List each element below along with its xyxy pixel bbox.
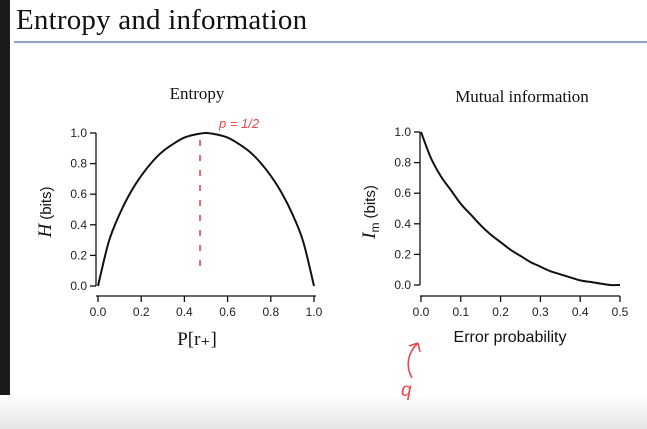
red-handwritten-annotation: p = 1/2 — [218, 116, 260, 131]
x-tick-label: 0.6 — [219, 305, 236, 319]
slide-title: Entropy and information — [16, 4, 308, 36]
entropy-chart: Entropy 0.00.20.40.60.81.0 0.0 0.2 0.4 0.6 0… — [35, 84, 323, 350]
y-tick-label: 0.2 — [394, 247, 411, 261]
y-tick-label: 0.0 — [394, 278, 411, 292]
y-tick-label: 0.6 — [394, 186, 411, 200]
x-tick-label: 0.0 — [413, 305, 430, 319]
x-tick-label: 0.5 — [612, 305, 629, 319]
entropy-x-axis: 0.0 0.2 0.4 0.6 0.8 1.0 — [90, 295, 323, 319]
y-tick-label: 0.4 — [70, 218, 87, 232]
y-tick-label: 0.6 — [70, 187, 87, 201]
x-tick-label: 0.2 — [492, 305, 509, 319]
mutual-info-x-axis-label: Error probability — [454, 329, 567, 346]
y-tick-label: 0.8 — [70, 157, 87, 171]
entropy-chart-title: Entropy — [170, 84, 225, 103]
mutual-info-x-axis: 0.0 0.1 0.2 0.3 0.4 0.5 — [413, 295, 629, 319]
bottom-shade — [0, 395, 647, 429]
mutual-info-chart-title: Mutual information — [455, 87, 589, 106]
x-tick-label: 0.8 — [262, 305, 279, 319]
entropy-y-axis-label: H(bits) — [35, 186, 56, 238]
y-tick-label: 1.0 — [394, 125, 411, 139]
entropy-series-line — [97, 131, 315, 287]
y-tick-label: 0.4 — [394, 217, 411, 231]
entropy-x-axis-label: P[r₊] — [177, 329, 217, 350]
red-handwritten-arrow — [407, 342, 421, 379]
mutual-info-y-axis-label: Im(bits) — [359, 185, 382, 240]
mutual-info-y-axis: 0.0 0.2 0.4 0.6 0.8 1.0 — [394, 125, 421, 292]
x-tick-label: 0.4 — [572, 305, 589, 319]
x-tick-label: 0.1 — [452, 305, 469, 319]
x-tick-label: 0.2 — [133, 305, 150, 319]
x-tick-label: 0.4 — [176, 305, 193, 319]
mutual-info-series-line — [420, 131, 621, 287]
title-underline — [14, 41, 647, 43]
entropy-y-axis: 0.0 0.2 0.4 0.6 0.8 1.0 — [70, 126, 97, 293]
y-tick-label: 0.2 — [70, 248, 87, 262]
y-tick-label: 1.0 — [70, 126, 87, 140]
x-tick-label: 0.0 — [90, 305, 107, 319]
y-tick-label: 0.8 — [394, 156, 411, 170]
window-left-edge — [0, 0, 10, 429]
mutual-info-chart: Mutual information 0.0 0.2 0.4 0.6 0.8 1.0 0.… — [359, 87, 629, 401]
x-tick-label: 0.3 — [532, 305, 549, 319]
x-tick-label: 1.0 — [306, 305, 323, 319]
y-tick-label: 0.0 — [70, 279, 87, 293]
red-handwritten-q: q — [401, 380, 412, 401]
